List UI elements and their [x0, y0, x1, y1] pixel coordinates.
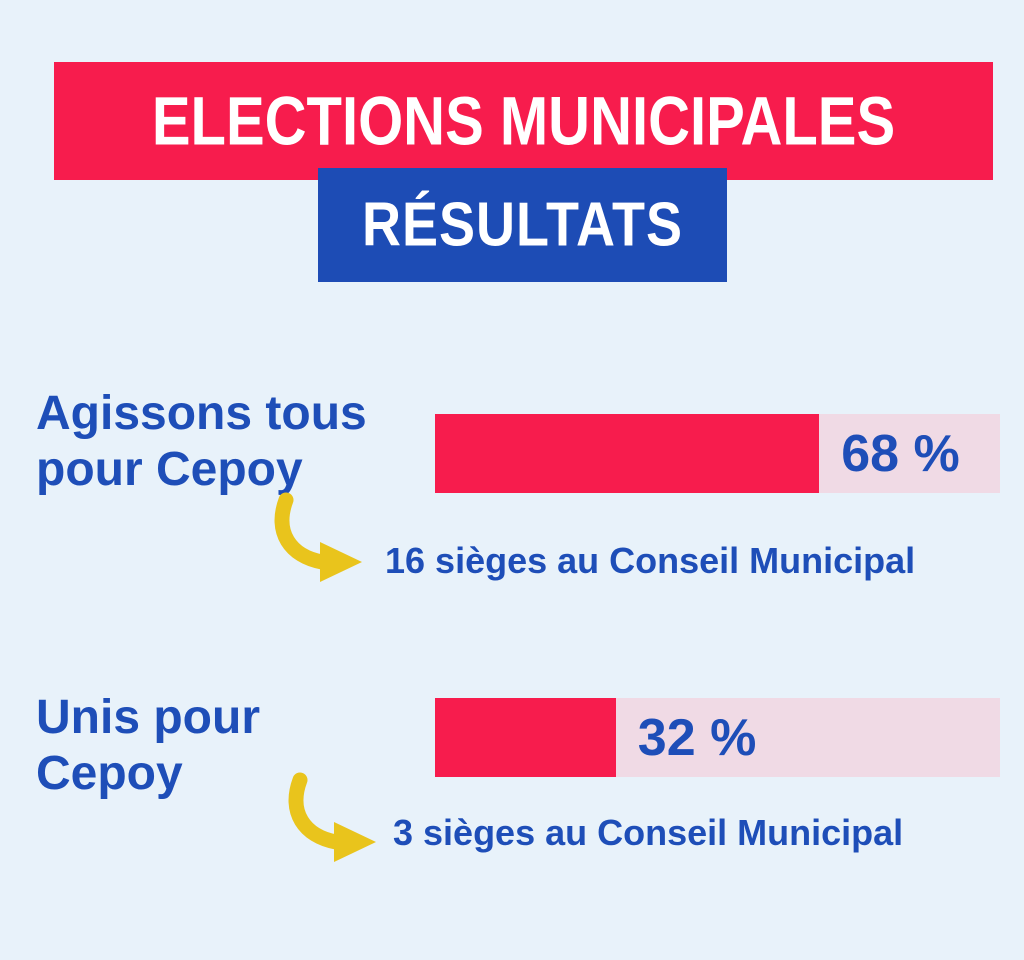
result-bar-unis: 32 % [435, 698, 1000, 777]
title-banner: ELECTIONS MUNICIPALES [54, 62, 993, 180]
result-percentage: 32 % [637, 708, 757, 767]
curved-arrow-icon [288, 772, 376, 862]
seats-annotation: 3 sièges au Conseil Municipal [393, 812, 904, 853]
candidate-name-line: Cepoy [36, 747, 183, 800]
seats-annotation: 16 sièges au Conseil Municipal [385, 540, 916, 581]
page-title: ELECTIONS MUNICIPALES [151, 82, 896, 160]
curved-arrow-icon [274, 492, 362, 582]
result-percentage: 68 % [841, 424, 960, 483]
candidate-name-line: Agissons tous [36, 387, 367, 440]
subtitle-banner: RÉSULTATS [318, 168, 727, 282]
result-bar-agissons: 68 % [435, 414, 1000, 493]
candidate-name-agissons: Agissons tous pour Cepoy [36, 386, 367, 498]
result-bar-fill [435, 414, 820, 493]
result-bar-fill [435, 698, 616, 777]
candidate-name-line: pour Cepoy [36, 443, 303, 496]
candidate-name-unis: Unis pour Cepoy [36, 690, 260, 802]
page-subtitle: RÉSULTATS [362, 190, 683, 260]
candidate-name-line: Unis pour [36, 691, 260, 744]
